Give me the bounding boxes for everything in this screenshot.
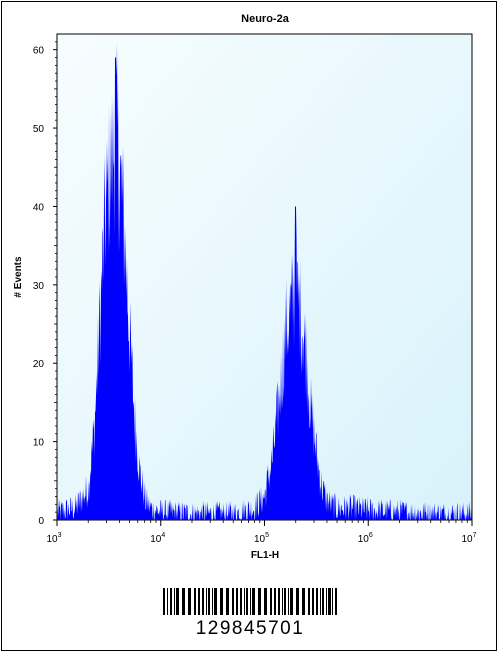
y-tick-label: 0: [38, 516, 44, 527]
y-tick-label: 50: [33, 124, 45, 135]
barcode-bar: [332, 588, 333, 615]
barcode-bar: [194, 588, 196, 615]
barcode-bar: [214, 588, 217, 615]
x-tick-label: 105: [254, 532, 269, 545]
barcode: [163, 588, 337, 615]
x-tick-label: 103: [46, 532, 61, 545]
barcode-bar: [176, 588, 179, 615]
x-tick-label: 106: [358, 532, 373, 545]
barcode-bar: [282, 588, 283, 615]
x-axis: 103 104 105 106 107: [46, 520, 477, 545]
histogram-area: [57, 43, 472, 520]
barcode-bar: [236, 588, 238, 615]
barcode-bar: [226, 588, 229, 615]
y-axis-label: # Events: [13, 256, 24, 298]
y-axis: 0 10 20 30 40 50 60: [33, 41, 57, 527]
barcode-bar: [244, 588, 245, 615]
barcode-bar: [167, 588, 168, 615]
barcode-bar: [240, 588, 242, 615]
barcode-bar: [335, 588, 337, 615]
barcode-bar: [208, 588, 210, 615]
barcode-bar: [198, 588, 200, 615]
barcode-bar: [188, 588, 191, 615]
barcode-bar: [170, 588, 172, 615]
barcode-bar: [322, 588, 324, 615]
barcode-bar: [163, 588, 165, 615]
barcode-bar: [326, 588, 327, 615]
y-tick-label: 10: [33, 438, 45, 449]
barcode-bar: [258, 588, 261, 615]
barcode-bar: [250, 588, 251, 615]
barcode-bar: [182, 588, 185, 615]
y-tick-label: 20: [33, 359, 45, 370]
y-tick-label: 40: [33, 202, 45, 213]
y-tick-label: 60: [33, 46, 45, 57]
barcode-bar: [252, 588, 255, 615]
barcode-bar: [328, 588, 331, 615]
y-tick-label: 30: [33, 281, 45, 292]
barcode-bar: [312, 588, 314, 615]
barcode-number: 129845701: [195, 618, 305, 639]
barcode-bar: [316, 588, 318, 615]
chart-title: Neuro-2a: [241, 13, 290, 25]
barcode-bar: [284, 588, 286, 615]
histogram-layer: [57, 43, 472, 520]
barcode-bar: [288, 588, 289, 615]
barcode-bar: [320, 588, 321, 615]
barcode-bar: [174, 588, 175, 615]
barcode-bar: [274, 588, 276, 615]
x-tick-label: 107: [461, 532, 476, 545]
x-axis-label: FL1-H: [251, 550, 279, 561]
barcode-bar: [202, 588, 204, 615]
barcode-bar: [232, 588, 234, 615]
barcode-bar: [264, 588, 267, 615]
barcode-bar: [290, 588, 293, 615]
barcode-bar: [296, 588, 299, 615]
x-tick-label: 104: [150, 532, 165, 545]
barcode-bar: [220, 588, 223, 615]
barcode-bar: [212, 588, 213, 615]
barcode-bar: [246, 588, 248, 615]
barcode-bar: [270, 588, 272, 615]
barcode-bar: [302, 588, 305, 615]
barcode-bar: [206, 588, 207, 615]
barcode-bar: [308, 588, 310, 615]
barcode-bar: [278, 588, 280, 615]
